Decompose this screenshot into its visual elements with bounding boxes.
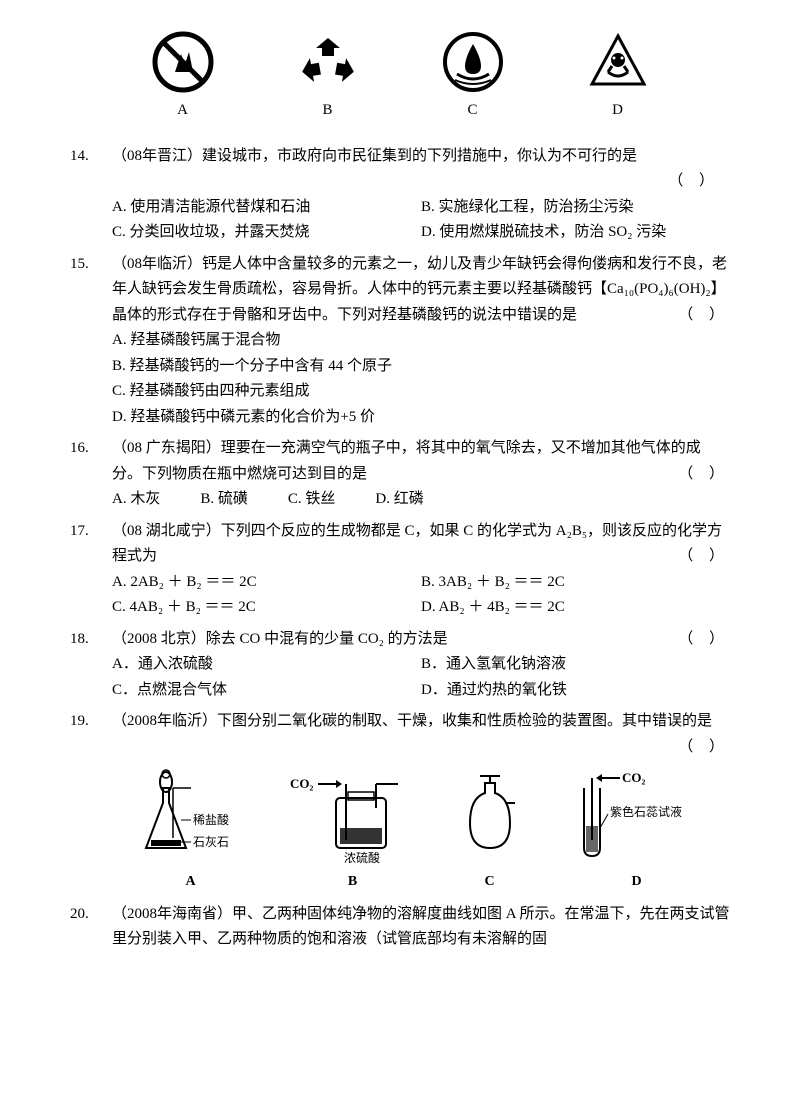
q15-opt-a: A. 羟基磷酸钙属于混合物	[112, 328, 730, 354]
icon-option-a: A	[151, 30, 215, 124]
icon-option-c: C	[441, 30, 505, 124]
label-hcl: 稀盐酸	[193, 812, 229, 827]
q18-opt-b: B．通入氢氧化钠溶液	[421, 652, 730, 678]
q14-opt-b: B. 实施绿化工程，防治扬尘污染	[421, 195, 730, 221]
q16-opt-a: A. 木灰	[112, 487, 160, 513]
recycle-icon	[296, 30, 360, 94]
q18-text: （2008 北京）除去 CO 中混有的少量 CO₂ 的方法是	[112, 631, 448, 647]
safety-icons-row: A B C D	[70, 30, 730, 124]
q16-options: A. 木灰 B. 硫磺 C. 铁丝 D. 红磷	[70, 487, 730, 513]
q17-paren: （ ）	[678, 544, 730, 570]
no-flame-icon	[151, 30, 215, 94]
q14-opt-d: D. 使用燃煤脱硫技术，防治 SO₂ 污染	[421, 220, 730, 246]
question-14: 14. （08年晋江）建设城市，市政府向市民征集到的下列措施中，你认为不可行的是…	[70, 144, 730, 246]
q20-text: （2008年海南省）甲、乙两种固体纯净物的溶解度曲线如图 A 所示。在常温下，先…	[112, 902, 730, 953]
q19-num: 19.	[70, 709, 112, 735]
q14-num: 14.	[70, 144, 112, 170]
apparatus-a-label: A	[185, 870, 195, 894]
q19-text: （2008年临沂）下图分别二氧化碳的制取、干燥，收集和性质检验的装置图。其中错误…	[112, 713, 712, 729]
q14-text: （08年晋江）建设城市，市政府向市民征集到的下列措施中，你认为不可行的是	[112, 144, 730, 170]
q20-num: 20.	[70, 902, 112, 928]
test-tube-icon: CO₂ 紫色石蕊试液	[562, 768, 712, 868]
q17-opt-b: B. 3AB₂ ＋ B₂ ＝＝ 2C	[421, 570, 730, 596]
label-h2so4: 浓硫酸	[344, 850, 380, 865]
q17-text: （08 湖北咸宁）下列四个反应的生成物都是 C，如果 C 的化学式为 A₂B₅，…	[112, 523, 722, 565]
icon-option-d: D	[586, 30, 650, 124]
gas-bag-icon	[455, 768, 525, 868]
q15-options: A. 羟基磷酸钙属于混合物 B. 羟基磷酸钙的一个分子中含有 44 个原子 C.…	[70, 328, 730, 430]
q18-opt-a: A．通入浓硫酸	[112, 652, 421, 678]
icon-c-label: C	[467, 98, 477, 124]
label-co2-out: CO₂	[622, 770, 646, 785]
q14-opt-a: A. 使用清洁能源代替煤和石油	[112, 195, 421, 221]
label-litmus: 紫色石蕊试液	[610, 804, 682, 819]
icon-b-label: B	[322, 98, 332, 124]
toxic-triangle-icon	[586, 30, 650, 94]
q15-paren: （ ）	[678, 303, 730, 329]
label-co2-in: CO₂	[290, 776, 314, 791]
q16-opt-c: C. 铁丝	[288, 487, 336, 513]
question-18: 18. （2008 北京）除去 CO 中混有的少量 CO₂ 的方法是 （ ） A．…	[70, 627, 730, 704]
apparatus-c: C	[455, 768, 525, 894]
question-16: 16. （08 广东揭阳）理要在一充满空气的瓶子中，将其中的氧气除去，又不增加其…	[70, 436, 730, 513]
q14-opt-c: C. 分类回收垃圾，并露天焚烧	[112, 220, 421, 246]
q15-opt-c: C. 羟基磷酸钙由四种元素组成	[112, 379, 730, 405]
apparatus-c-label: C	[484, 870, 494, 894]
question-19: 19. （2008年临沂）下图分别二氧化碳的制取、干燥，收集和性质检验的装置图。…	[70, 709, 730, 894]
q15-opt-b: B. 羟基磷酸钙的一个分子中含有 44 个原子	[112, 354, 730, 380]
q16-opt-b: B. 硫磺	[200, 487, 248, 513]
water-drop-icon	[441, 30, 505, 94]
icon-option-b: B	[296, 30, 360, 124]
q18-paren: （ ）	[678, 627, 730, 653]
question-15: 15. （08年临沂）钙是人体中含量较多的元素之一，幼儿及青少年缺钙会得佝偻病和…	[70, 252, 730, 431]
q14-paren: （ ）	[70, 169, 730, 195]
q17-num: 17.	[70, 519, 112, 545]
apparatus-d: CO₂ 紫色石蕊试液 D	[562, 768, 712, 894]
q17-options: A. 2AB₂ ＋ B₂ ＝＝ 2C B. 3AB₂ ＋ B₂ ＝＝ 2C C.…	[70, 570, 730, 621]
q19-diagrams: 稀盐酸 石灰石 A CO₂ 浓硫酸 B	[112, 768, 730, 894]
q16-text: （08 广东揭阳）理要在一充满空气的瓶子中，将其中的氧气除去，又不增加其他气体的…	[112, 440, 701, 482]
q16-paren: （ ）	[678, 462, 730, 488]
apparatus-b: CO₂ 浓硫酸 B	[288, 768, 418, 894]
q18-opt-d: D．通过灼热的氧化铁	[421, 678, 730, 704]
apparatus-a: 稀盐酸 石灰石 A	[131, 768, 251, 894]
q17-opt-d: D. AB₂ ＋ 4B₂ ＝＝ 2C	[421, 595, 730, 621]
icon-a-label: A	[177, 98, 188, 124]
apparatus-b-label: B	[348, 870, 357, 894]
icon-d-label: D	[612, 98, 623, 124]
q18-opt-c: C．点燃混合气体	[112, 678, 421, 704]
q17-opt-c: C. 4AB₂ ＋ B₂ ＝＝ 2C	[112, 595, 421, 621]
apparatus-d-label: D	[631, 870, 641, 894]
q18-num: 18.	[70, 627, 112, 653]
question-17: 17. （08 湖北咸宁）下列四个反应的生成物都是 C，如果 C 的化学式为 A…	[70, 519, 730, 621]
q15-text: （08年临沂）钙是人体中含量较多的元素之一，幼儿及青少年缺钙会得佝偻病和发行不良…	[112, 256, 727, 323]
flask-hcl-icon: 稀盐酸 石灰石	[131, 768, 251, 868]
q14-options: A. 使用清洁能源代替煤和石油 B. 实施绿化工程，防治扬尘污染 C. 分类回收…	[70, 195, 730, 246]
q18-options: A．通入浓硫酸 B．通入氢氧化钠溶液 C．点燃混合气体 D．通过灼热的氧化铁	[70, 652, 730, 703]
q17-opt-a: A. 2AB₂ ＋ B₂ ＝＝ 2C	[112, 570, 421, 596]
label-caco3: 石灰石	[193, 835, 229, 849]
q15-opt-d: D. 羟基磷酸钙中磷元素的化合价为+5 价	[112, 405, 730, 431]
q15-num: 15.	[70, 252, 112, 278]
gas-wash-icon: CO₂ 浓硫酸	[288, 768, 418, 868]
question-20: 20. （2008年海南省）甲、乙两种固体纯净物的溶解度曲线如图 A 所示。在常…	[70, 902, 730, 953]
q16-num: 16.	[70, 436, 112, 462]
q19-paren: （ ）	[678, 735, 730, 761]
q16-opt-d: D. 红磷	[375, 487, 423, 513]
